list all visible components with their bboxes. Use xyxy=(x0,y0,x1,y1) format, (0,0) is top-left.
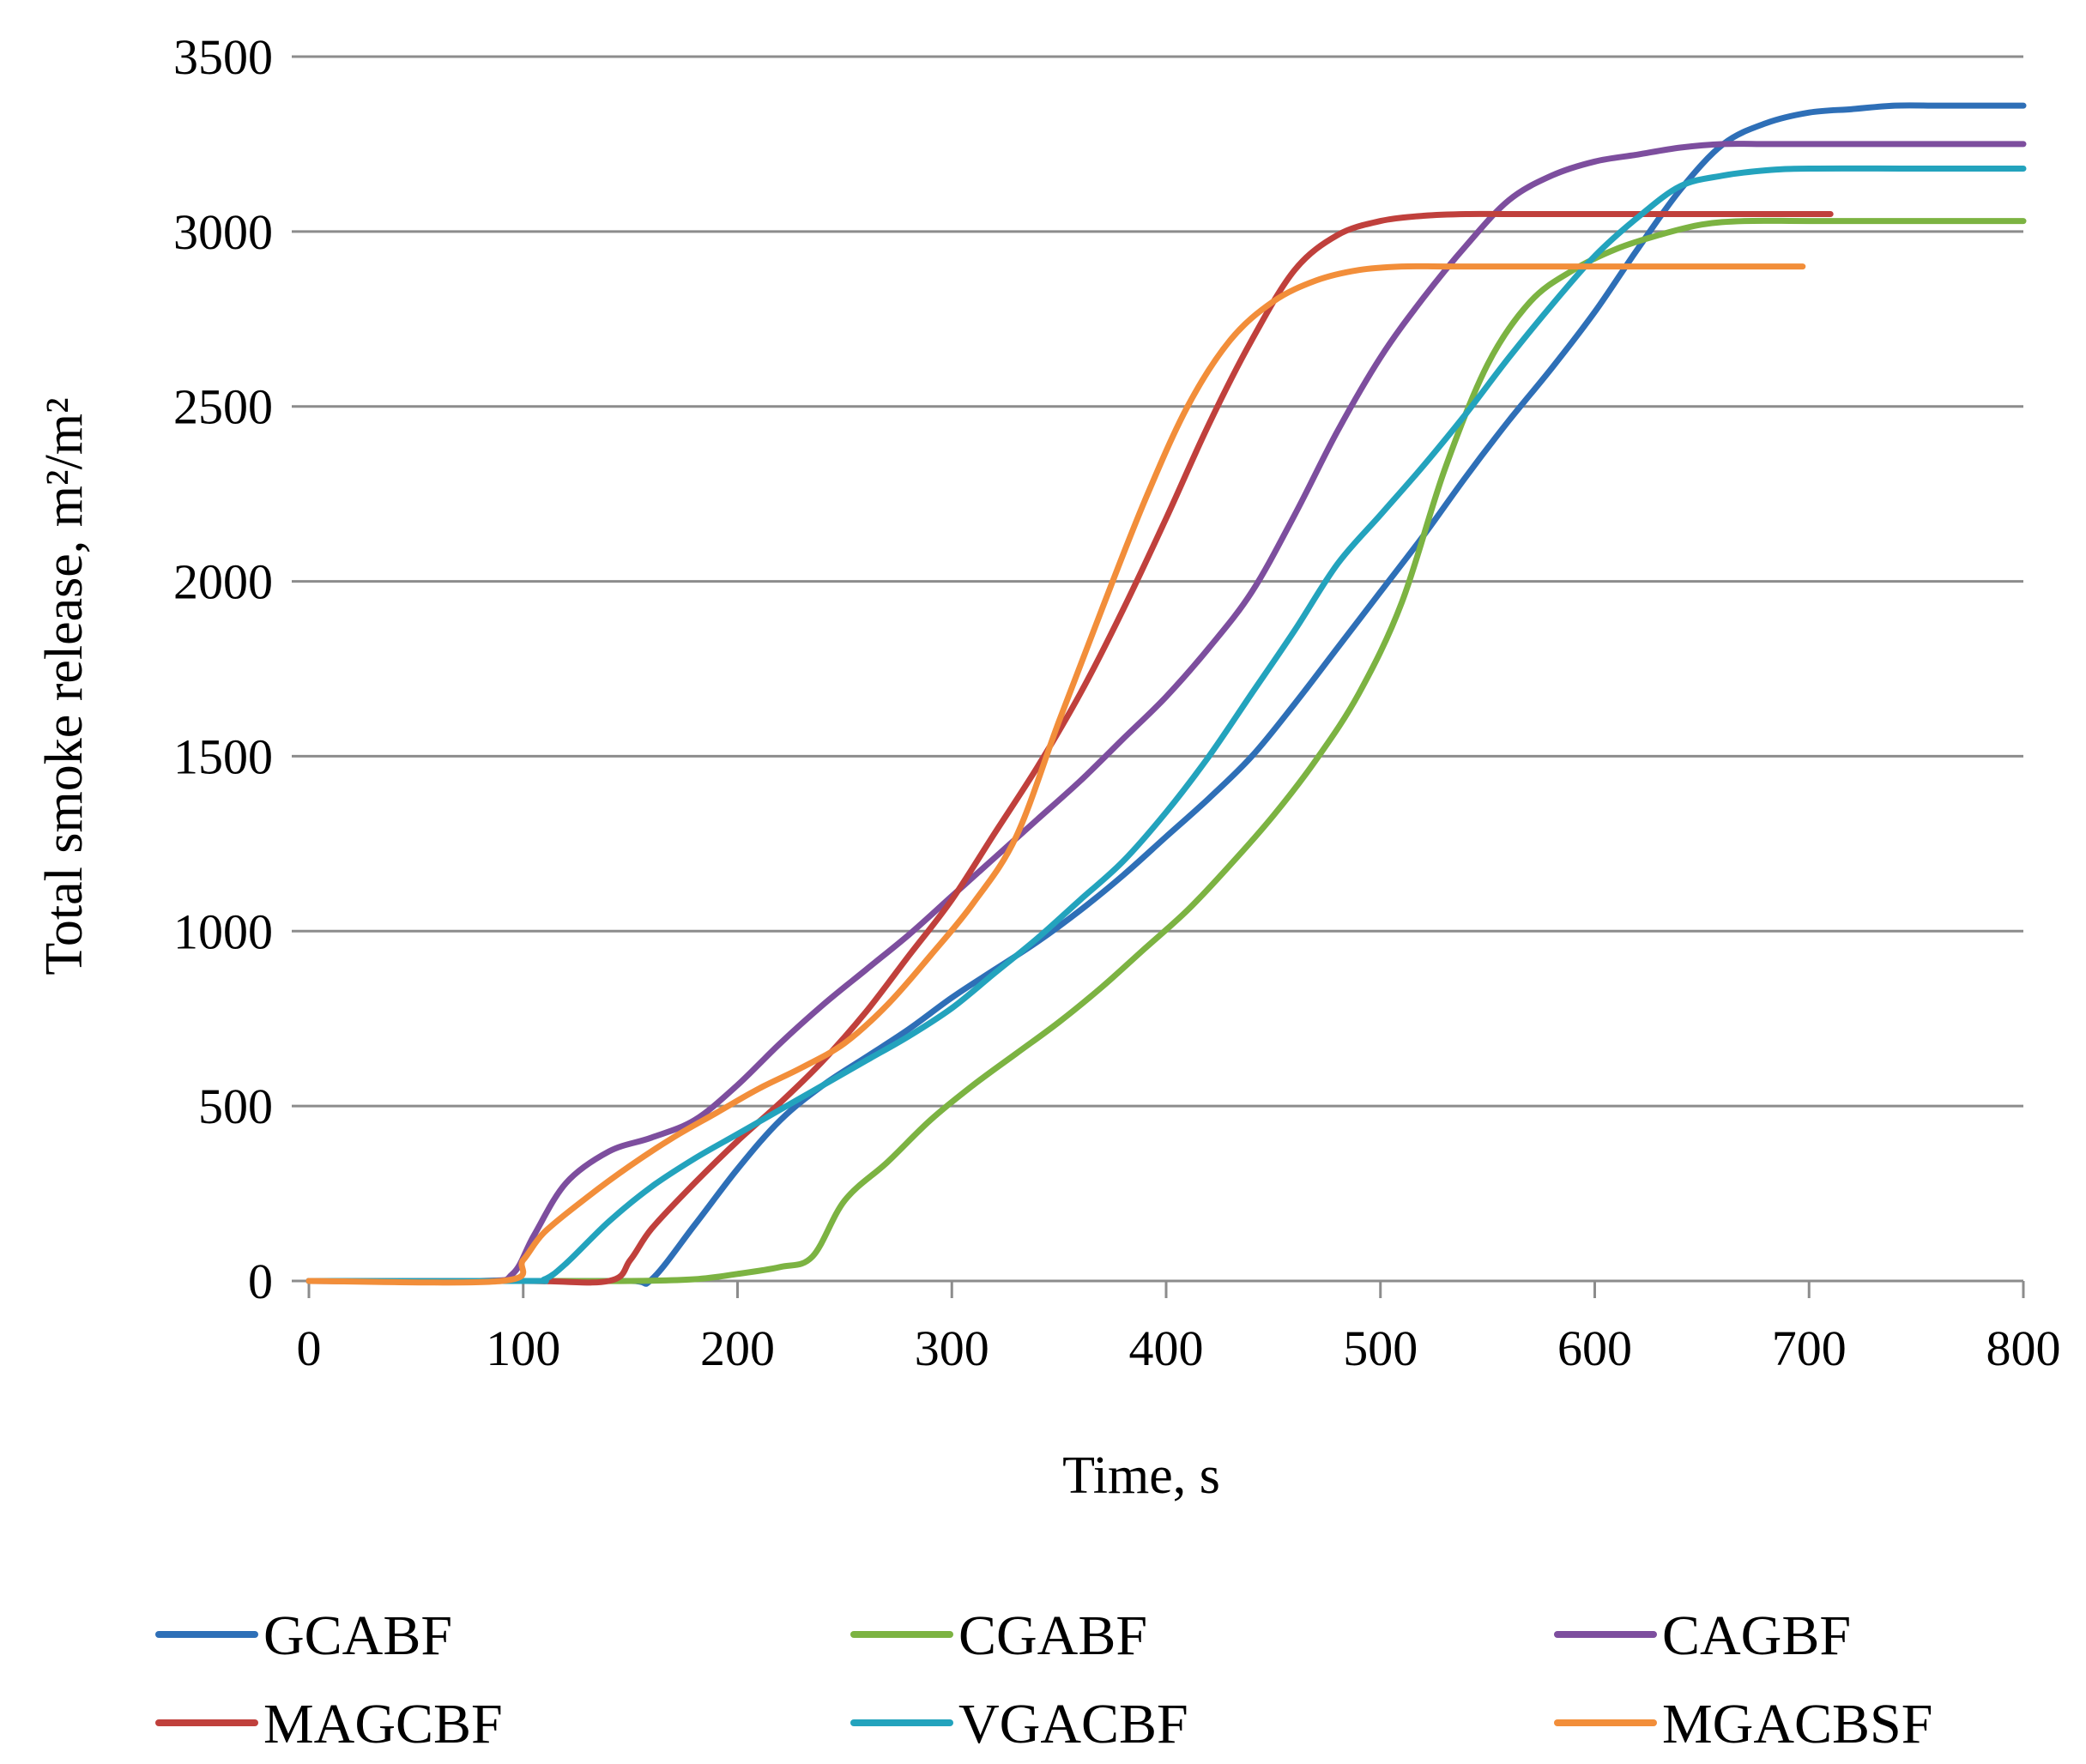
y-tick-label: 2000 xyxy=(173,554,273,610)
legend-item-cgabf: CGABF xyxy=(850,1604,1147,1667)
legend-item-vgacbf: VGACBF xyxy=(850,1693,1188,1755)
legend-item-magcbf: MAGCBF xyxy=(155,1693,503,1755)
legend-item-gcabf: GCABF xyxy=(155,1604,452,1667)
x-tick-label: 700 xyxy=(1772,1320,1847,1376)
legend-label: CAGBF xyxy=(1662,1604,1851,1667)
x-tick-label: 600 xyxy=(1557,1320,1632,1376)
series-lines xyxy=(305,102,2027,1287)
legend-item-mgacbsf: MGACBSF xyxy=(1554,1693,1932,1755)
legend-label: MAGCBF xyxy=(263,1693,503,1755)
y-tick-label: 3000 xyxy=(173,204,273,260)
series-line-mgacbsf xyxy=(305,263,1806,1286)
x-tick-label: 200 xyxy=(700,1320,775,1376)
legend-item-cagbf: CAGBF xyxy=(1554,1604,1851,1667)
series-line-cgabf xyxy=(305,217,2027,1284)
legend-label: VGACBF xyxy=(958,1693,1188,1755)
legend-label: MGACBSF xyxy=(1662,1693,1932,1755)
legend-label: GCABF xyxy=(263,1604,452,1667)
x-tick-label: 300 xyxy=(915,1320,989,1376)
x-tick-label: 500 xyxy=(1343,1320,1418,1376)
y-axis-title: Total smoke release, m²/m² xyxy=(35,397,94,975)
y-tick-label: 2500 xyxy=(173,379,273,435)
tick-labels: 0 500 1000 1500 2000 2500 3000 3500 0 100 200 300 40… xyxy=(173,29,2061,1376)
legend: GCABF CGABF CAGBF MAGCBF VGACBF MGACBSF xyxy=(155,1604,1932,1755)
y-tick-label: 1000 xyxy=(173,903,273,959)
x-tick-label: 800 xyxy=(1986,1320,2061,1376)
y-tick-label: 3500 xyxy=(173,29,273,85)
y-tick-label: 0 xyxy=(248,1254,273,1309)
series-line-cagbf xyxy=(305,141,2027,1285)
axes xyxy=(292,55,2025,1298)
x-tick-label: 100 xyxy=(486,1320,560,1376)
y-tick-label: 500 xyxy=(198,1078,273,1134)
y-tick-label: 1500 xyxy=(173,728,273,784)
gridlines xyxy=(309,55,2023,1108)
legend-label: CGABF xyxy=(958,1604,1147,1667)
x-tick-label: 400 xyxy=(1129,1320,1204,1376)
series-line-vgacbf xyxy=(305,165,2027,1284)
x-axis-title: Time, s xyxy=(1062,1447,1220,1505)
x-tick-label: 0 xyxy=(297,1320,322,1376)
series-line-magcbf xyxy=(305,210,1834,1286)
series-line-gcabf xyxy=(305,102,2027,1287)
